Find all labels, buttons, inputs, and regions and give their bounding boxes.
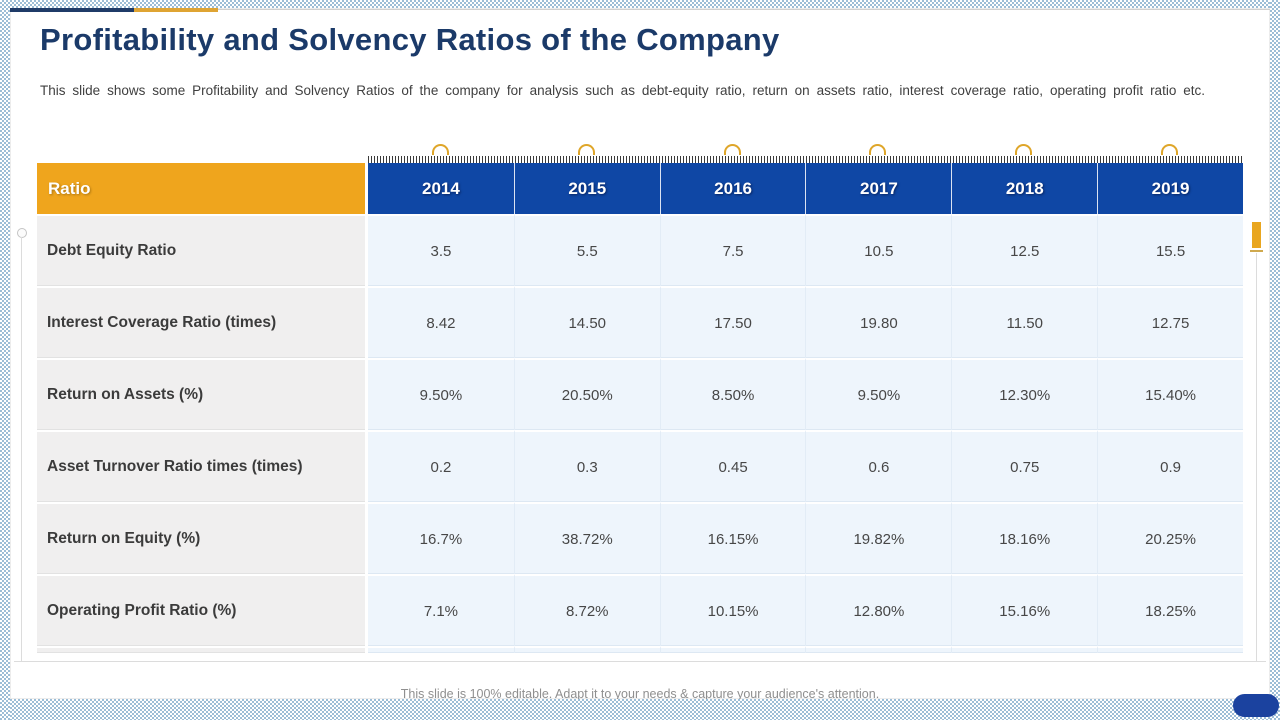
table-header-year: 2019 (1097, 163, 1243, 214)
table-cell: 17.50 (659, 286, 806, 358)
table-sliver-row (37, 646, 368, 653)
table-cell: 12.75 (1097, 286, 1243, 358)
ratios-table: Ratio 2014 2015 2016 2017 2018 2019 Debt… (37, 163, 1243, 653)
table-cell: 12.30% (951, 358, 1098, 430)
table-cell: 15.16% (951, 574, 1098, 646)
arch-hook-icon (1015, 144, 1032, 155)
table-cell: 10.5 (805, 214, 952, 286)
table-cell: 38.72% (513, 502, 660, 574)
pattern-border-top (0, 0, 1280, 8)
table-sliver-row (368, 646, 514, 653)
table-header-ratio: Ratio (37, 163, 368, 214)
pin-line (21, 237, 22, 661)
table-cell: 12.80% (805, 574, 952, 646)
table-sliver-row (805, 646, 952, 653)
table-sliver-row (513, 646, 660, 653)
table-cell: 20.25% (1097, 502, 1243, 574)
table-cell: 8.72% (513, 574, 660, 646)
table-cell: 12.5 (951, 214, 1098, 286)
dotted-hanger-strip (368, 156, 1243, 163)
table-cell: 8.50% (659, 358, 806, 430)
table-cell: 19.80 (805, 286, 952, 358)
table-cell: 15.5 (1097, 214, 1243, 286)
top-accent-bar-blue (10, 8, 134, 12)
table-sliver-row (951, 646, 1098, 653)
scroll-handle-icon (1252, 222, 1261, 248)
top-accent-bar-orange (134, 8, 218, 12)
table-cell: 8.42 (368, 286, 514, 358)
pattern-border-right (1270, 0, 1280, 720)
table-cell: 18.16% (951, 502, 1098, 574)
table-cell: 0.3 (513, 430, 660, 502)
table-cell: 9.50% (805, 358, 952, 430)
row-label: Return on Assets (%) (37, 358, 368, 430)
row-label: Interest Coverage Ratio (times) (37, 286, 368, 358)
table-header-year: 2017 (805, 163, 952, 214)
table-sliver-row (659, 646, 806, 653)
table-cell: 16.15% (659, 502, 806, 574)
scroll-tick (1250, 250, 1263, 252)
row-label: Debt Equity Ratio (37, 214, 368, 286)
table-cell: 0.9 (1097, 430, 1243, 502)
table-cell: 7.1% (368, 574, 514, 646)
table-cell: 16.7% (368, 502, 514, 574)
row-label: Operating Profit Ratio (%) (37, 574, 368, 646)
table-header-year: 2015 (513, 163, 660, 214)
table-cell: 18.25% (1097, 574, 1243, 646)
table-cell: 7.5 (659, 214, 806, 286)
table-cell: 15.40% (1097, 358, 1243, 430)
table-cell: 0.75 (951, 430, 1098, 502)
table-cell: 9.50% (368, 358, 514, 430)
arch-hook-icon (869, 144, 886, 155)
arch-hook-icon (724, 144, 741, 155)
table-sliver-row (1097, 646, 1243, 653)
table-header-year: 2016 (659, 163, 806, 214)
table-cell: 19.82% (805, 502, 952, 574)
table-cell: 20.50% (513, 358, 660, 430)
table-cell: 0.2 (368, 430, 514, 502)
table-cell: 14.50 (513, 286, 660, 358)
row-label: Asset Turnover Ratio times (times) (37, 430, 368, 502)
arch-hook-icon (432, 144, 449, 155)
page-title: Profitability and Solvency Ratios of the… (40, 22, 780, 57)
arch-hook-icon (578, 144, 595, 155)
table-cell: 3.5 (368, 214, 514, 286)
corner-pill (1233, 694, 1279, 717)
table-cell: 0.6 (805, 430, 952, 502)
pin-circle-icon (17, 228, 27, 238)
footer-note: This slide is 100% editable. Adapt it to… (400, 687, 880, 701)
row-label: Return on Equity (%) (37, 502, 368, 574)
table-cell: 11.50 (951, 286, 1098, 358)
scroll-track-line (1256, 253, 1257, 661)
table-cell: 10.15% (659, 574, 806, 646)
pattern-border-left (0, 0, 10, 720)
table-cell: 0.45 (659, 430, 806, 502)
arch-hook-icon (1161, 144, 1178, 155)
table-header-year: 2018 (951, 163, 1098, 214)
slide-subtitle: This slide shows some Profitability and … (40, 83, 1205, 98)
pattern-border-bottom (0, 699, 1280, 720)
placeholder-outline (14, 661, 1266, 662)
top-border-line (218, 9, 1270, 10)
table-header-year: 2014 (368, 163, 514, 214)
table-cell: 5.5 (513, 214, 660, 286)
